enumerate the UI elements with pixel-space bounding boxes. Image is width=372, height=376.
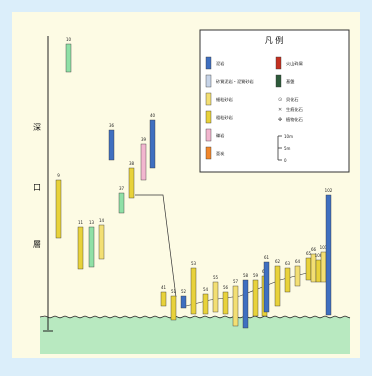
column-label-38: 38 [129,161,135,166]
column-group: 10 9 11 13 14 36 37 38 39 40 41 51 52 53 54 55 56 57 58 59 6… [55,37,333,329]
column-bar-66 [310,253,317,283]
column-bar-53 [190,267,197,315]
column-bar-61 [263,261,270,313]
legend-label-basement: 基盤 [286,78,295,84]
column-label-63: 63 [285,261,291,266]
column-bar-100 [315,259,322,283]
legend-swatch-conglomerate [205,128,212,142]
legend-label-plant-fossil: 植物化石 [286,116,303,123]
legend-swatch-coarse-sand [205,110,212,124]
shell-fossil-icon: ⊙ [278,97,282,103]
trace-fossil-icon: ✕ [278,107,282,113]
column-bar-59 [252,279,259,317]
column-bar-102 [325,194,332,316]
axis-label-char-3: 層 [33,240,41,249]
column-label-66: 66 [311,247,317,252]
column-bar-36 [108,129,115,161]
column-label-13: 13 [89,220,95,225]
legend-label-shell-fossil: 貝化石 [286,96,299,103]
legend-label-mudstone: 泥岩 [216,60,224,67]
column-bar-40 [149,119,156,169]
column-label-64: 64 [295,259,301,264]
legend-label-coarse-sand: 粗粒砂岩 [216,114,233,121]
plant-fossil-icon: ✤ [278,117,282,123]
column-label-58: 58 [243,273,249,278]
legend-label-volcanic: 火山砕屑 [286,60,303,67]
legend-swatch-lignite [205,146,212,160]
column-label-61: 61 [264,255,270,260]
column-label-10: 10 [66,37,72,42]
column-bar-63 [284,267,291,293]
legend-box: 凡 例 泥岩 砂質泥岩・泥質砂岩 細粒砂岩 粗粒砂岩 礫岩 亜炭 火山砕屑 基盤… [199,29,350,173]
column-bar-9 [55,179,62,239]
column-label-37: 37 [119,186,125,191]
legend-label-conglomerate: 礫岩 [216,132,224,139]
column-bar-51 [170,295,177,321]
legend-swatch-basement [275,74,282,88]
column-bar-41 [160,291,167,307]
column-bar-57 [232,285,239,327]
column-label-55: 55 [213,275,219,280]
column-bar-39 [140,143,147,181]
column-label-36: 36 [109,123,115,128]
column-label-101: 101 [320,245,328,250]
axis-label-char-2: 口 [33,183,41,192]
column-label-9: 9 [57,173,60,178]
column-label-65: 65 [306,251,312,256]
column-label-52: 52 [181,289,187,294]
column-bar-64 [294,265,301,287]
column-bar-55 [212,281,219,313]
legend-scale-bar [277,135,282,161]
correlation-line [135,194,177,298]
column-bar-54 [202,293,209,315]
legend-swatch-volcanic [275,56,282,70]
column-label-56: 56 [223,285,229,290]
column-label-53: 53 [191,261,197,266]
column-label-40: 40 [150,113,156,118]
column-bar-13 [88,226,95,268]
column-bar-52 [180,295,187,309]
column-label-57: 57 [233,279,239,284]
legend-scale-label-0: 0 [284,158,287,163]
legend-swatch-fine-sand [205,92,212,106]
legend-scale-label-10m: 10m [284,134,293,139]
legend-label-trace-fossil: 生痕化石 [286,106,303,113]
column-bar-101 [320,251,327,283]
column-label-41: 41 [161,285,167,290]
column-bar-56 [222,291,229,315]
column-label-59: 59 [253,273,259,278]
column-bar-38 [128,167,135,199]
column-label-100: 100 [315,253,323,258]
ground-green-band [40,317,350,354]
column-bar-11 [77,226,84,270]
legend-label-sandy-mud: 砂質泥岩・泥質砂岩 [216,78,254,85]
column-bar-37 [118,192,125,214]
legend-scale-label-5m: 5m [284,146,291,151]
legend-swatch-mudstone [205,56,212,70]
column-label-54: 54 [203,287,209,292]
column-label-62: 62 [275,259,281,264]
column-label-39: 39 [141,137,147,142]
legend-label-fine-sand: 細粒砂岩 [216,96,233,103]
column-bar-14 [98,224,105,260]
column-label-102: 102 [325,188,333,193]
column-label-51: 51 [171,289,177,294]
axis-label-char-1: 深 [33,123,41,132]
column-bar-62 [274,265,281,307]
legend-swatch-sandy-mud [205,74,212,88]
column-bar-65 [305,257,312,281]
legend-label-lignite: 亜炭 [216,151,224,157]
column-bar-10 [65,43,72,73]
column-label-11: 11 [78,220,84,225]
legend-title: 凡 例 [265,35,284,45]
ground-wavy-line [39,315,351,319]
column-bar-58 [242,279,249,329]
column-label-14: 14 [99,218,105,223]
